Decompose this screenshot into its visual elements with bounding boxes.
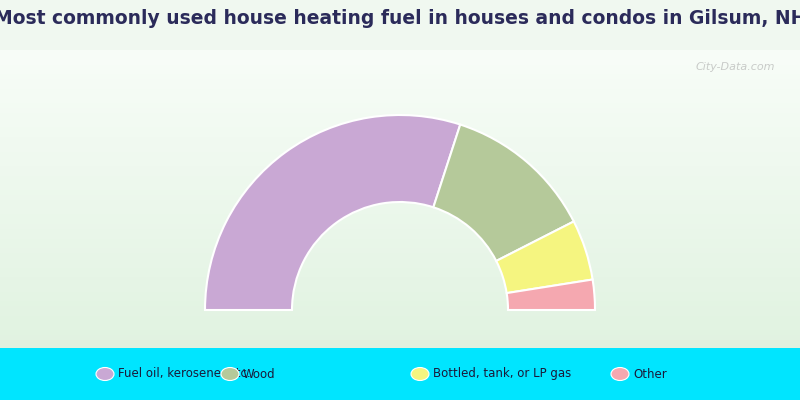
Bar [0, 94, 800, 98]
Bar [0, 142, 800, 147]
Bar [0, 89, 800, 94]
Ellipse shape [611, 368, 629, 380]
Bar [0, 127, 800, 132]
Bar [0, 108, 800, 113]
Bar [0, 219, 800, 224]
Text: Bottled, tank, or LP gas: Bottled, tank, or LP gas [433, 368, 571, 380]
Text: Fuel oil, kerosene, etc.: Fuel oil, kerosene, etc. [118, 368, 250, 380]
Bar [0, 161, 800, 166]
Bar [0, 147, 800, 152]
Bar [0, 74, 800, 79]
Bar [0, 335, 800, 340]
Bar [0, 98, 800, 103]
Bar [0, 200, 800, 205]
Bar [0, 272, 800, 277]
Bar [0, 301, 800, 306]
Bar [0, 287, 800, 292]
Bar [0, 113, 800, 118]
Bar [0, 190, 800, 195]
Bar [0, 69, 800, 74]
Bar [0, 282, 800, 287]
Bar [0, 224, 800, 229]
Bar [0, 0, 800, 50]
Bar [0, 248, 800, 253]
Bar [0, 84, 800, 89]
Bar [0, 326, 800, 330]
Bar [0, 268, 800, 272]
Bar [0, 195, 800, 200]
Wedge shape [205, 115, 460, 310]
Ellipse shape [96, 368, 114, 380]
Text: Wood: Wood [243, 368, 276, 380]
Bar [0, 348, 800, 400]
Bar [0, 180, 800, 185]
Wedge shape [434, 124, 574, 261]
Bar [0, 258, 800, 263]
Ellipse shape [221, 368, 239, 380]
Bar [0, 156, 800, 161]
Bar [0, 321, 800, 326]
Ellipse shape [411, 368, 429, 380]
Bar [0, 64, 800, 69]
Bar [0, 330, 800, 335]
Bar [0, 210, 800, 214]
Bar [0, 55, 800, 60]
Bar [0, 292, 800, 296]
Bar [0, 122, 800, 127]
Bar [0, 306, 800, 311]
Text: City-Data.com: City-Data.com [695, 62, 775, 72]
Bar [0, 171, 800, 176]
Bar [0, 316, 800, 321]
Bar [0, 296, 800, 301]
Bar [0, 50, 800, 55]
Bar [0, 132, 800, 137]
Bar [0, 214, 800, 219]
Bar [0, 243, 800, 248]
Bar [0, 176, 800, 180]
Bar [0, 103, 800, 108]
Bar [0, 229, 800, 234]
Bar [0, 152, 800, 156]
Bar [0, 205, 800, 210]
Bar [0, 166, 800, 171]
Text: Other: Other [633, 368, 666, 380]
Bar [0, 79, 800, 84]
Bar [0, 118, 800, 122]
Bar [0, 234, 800, 238]
Bar [0, 311, 800, 316]
Bar [0, 277, 800, 282]
Bar [0, 137, 800, 142]
Bar [0, 238, 800, 243]
Wedge shape [506, 280, 595, 310]
Bar [0, 185, 800, 190]
Bar [0, 263, 800, 268]
Wedge shape [496, 222, 593, 293]
Bar [0, 253, 800, 258]
Text: Most commonly used house heating fuel in houses and condos in Gilsum, NH: Most commonly used house heating fuel in… [0, 8, 800, 28]
Bar [0, 60, 800, 64]
